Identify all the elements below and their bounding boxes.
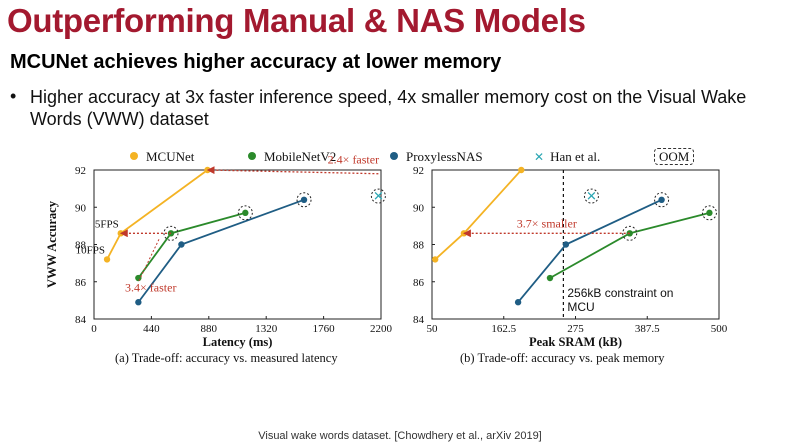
- chart2-point-proxylessnas: [658, 196, 665, 203]
- chart1-series-line-mobilenetv2: [137, 211, 246, 279]
- slide-title: Outperforming Manual & NAS Models: [7, 2, 586, 39]
- chart2-y-tick-label: 90: [413, 202, 425, 214]
- legend-item-mcunet: MCUNet: [130, 149, 194, 165]
- chart2-point-mobilenetv2: [706, 209, 713, 217]
- oom-legend-box: OOM: [654, 148, 695, 165]
- chart1-plot-frame: [93, 169, 382, 320]
- chart1-x-tick-label: 1320: [255, 323, 278, 335]
- chart2-point-mcunet: [431, 256, 439, 263]
- chart1-y-tick-label: 90: [75, 202, 87, 214]
- chart1-series-line-mcunet: [106, 169, 209, 260]
- chart2-series-line-mcunet: [434, 169, 522, 261]
- chart1-point-mcunet: [103, 256, 111, 263]
- chart2-x-tick-label: 275: [567, 323, 584, 335]
- chart2-point-mcunet: [460, 230, 468, 237]
- chart1-oom-circle: [370, 188, 386, 204]
- chart2-point-mcunet: [518, 166, 525, 174]
- chart1-annotation-label: 3.4× faster: [125, 280, 176, 294]
- chart1-x-axis-label: Latency (ms): [203, 335, 273, 349]
- chart1-point-han-et-al: ✕: [373, 190, 384, 205]
- chart1-x-tick-label: 440: [143, 323, 160, 335]
- citation-footer: Visual wake words dataset. [Chowdhery et…: [258, 430, 542, 442]
- legend-item-proxylessnas: ProxylessNAS: [390, 149, 483, 165]
- chart1-x-tick-label: 1760: [313, 323, 336, 335]
- chart1-x-tick-label: 0: [91, 323, 97, 335]
- legend-marker-icon: [390, 152, 398, 160]
- chart2-constraint-label: 256kB constraint on: [567, 286, 673, 300]
- chart1-y-tick-label: 88: [75, 240, 87, 252]
- chart1-y-tick-label: 86: [75, 277, 87, 289]
- chart1-oom-circle: [163, 225, 179, 241]
- chart-legend: MCUNet MobileNetV2 ProxylessNAS ✕ Han et …: [0, 147, 800, 167]
- chart2-oom-circle: [654, 192, 670, 208]
- chart2-x-axis-label: Peak SRAM (kB): [529, 335, 622, 349]
- legend-item-han: ✕ Han et al.: [534, 149, 600, 165]
- chart2-oom-circle: [622, 225, 638, 241]
- legend-label: MobileNetV2: [264, 149, 337, 164]
- legend-label: MCUNet: [146, 149, 195, 164]
- chart1-annotation-leader: [138, 239, 160, 282]
- chart1-point-proxylessnas: [300, 196, 308, 203]
- chart2-x-tick-label: 387.5: [635, 323, 660, 335]
- legend-x-icon: ✕: [534, 150, 545, 164]
- chart2-y-tick-label: 84: [413, 314, 425, 326]
- chart2-y-tick-label: 88: [413, 240, 425, 252]
- chart1-point-mobilenetv2: [242, 209, 249, 217]
- chart1-annotation-label: 5FPS: [95, 218, 119, 230]
- bullet-text: Higher accuracy at 3x faster inference s…: [30, 87, 747, 129]
- chart1-y-tick-label: 92: [75, 165, 86, 177]
- chart1-annotation-arrow: [206, 166, 379, 175]
- chart1-oom-circle: [296, 192, 312, 208]
- legend-label: Han et al.: [550, 149, 601, 164]
- chart1-oom-circle: [237, 205, 253, 221]
- chart1-annotation-label: 2.4× faster: [328, 153, 379, 167]
- chart1-y-tick-label: 84: [75, 314, 87, 326]
- legend-marker-icon: [130, 152, 138, 160]
- chart2-x-tick-label: 50: [427, 323, 439, 335]
- chart1-y-axis-label: VWW Accuracy: [45, 200, 59, 288]
- chart2-oom-circle: [583, 188, 599, 204]
- caption-b: (b) Trade-off: accuracy vs. peak memory: [460, 351, 665, 365]
- chart2-point-proxylessnas: [514, 299, 522, 306]
- chart2-y-tick-label: 92: [413, 165, 424, 177]
- legend-item-mobilenetv2: MobileNetV2: [248, 149, 336, 165]
- chart2-oom-circle: [701, 205, 717, 221]
- bullet-icon: •: [10, 86, 17, 106]
- chart2-y-tick-label: 86: [413, 277, 425, 289]
- chart2-x-tick-label: 162.5: [491, 323, 516, 335]
- chart1-x-tick-label: 880: [201, 323, 218, 335]
- chart2-point-han-et-al: ✕: [586, 190, 597, 205]
- chart2-x-tick-label: 500: [711, 323, 728, 335]
- slide-subtitle: MCUNet achieves higher accuracy at lower…: [10, 51, 502, 73]
- chart1-point-proxylessnas: [135, 299, 142, 306]
- chart1-x-tick-label: 2200: [370, 323, 393, 335]
- chart1-annotation-label: 10FPS: [76, 244, 105, 256]
- chart2-constraint-label: MCU: [567, 300, 594, 314]
- legend-marker-icon: [248, 152, 256, 160]
- chart1-point-proxylessnas: [178, 241, 185, 248]
- chart2-point-mobilenetv2: [546, 274, 554, 282]
- caption-a: (a) Trade-off: accuracy vs. measured lat…: [115, 351, 338, 365]
- chart2-annotation-label: 3.7× smaller: [517, 216, 577, 230]
- legend-label: ProxylessNAS: [406, 149, 483, 164]
- chart2-point-proxylessnas: [562, 241, 570, 248]
